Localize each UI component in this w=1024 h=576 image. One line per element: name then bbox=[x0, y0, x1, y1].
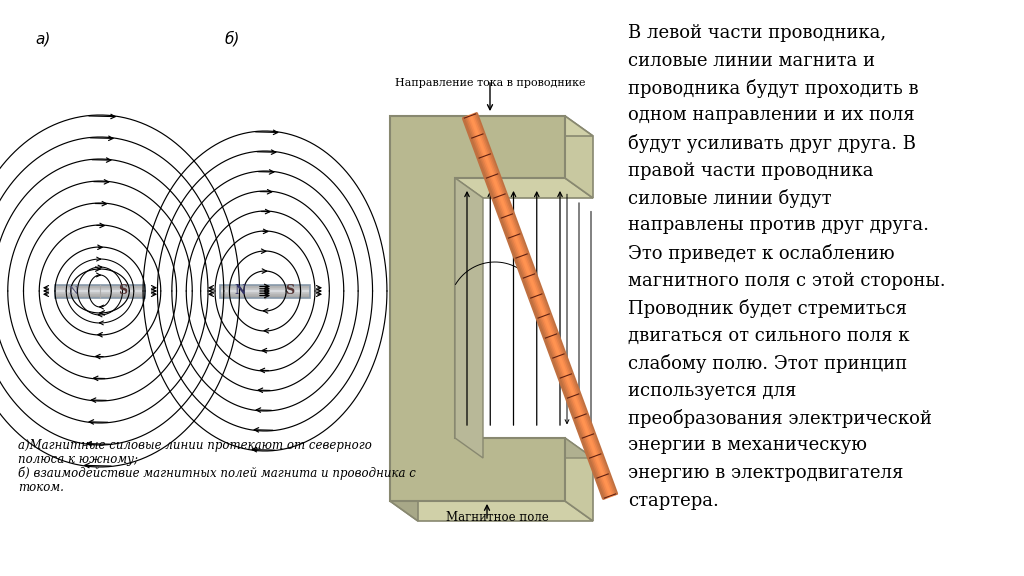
Text: силовые линии магнита и: силовые линии магнита и bbox=[628, 51, 874, 70]
Text: проводника будут проходить в: проводника будут проходить в bbox=[628, 79, 919, 98]
Text: будут усиливать друг друга. В: будут усиливать друг друга. В bbox=[628, 134, 916, 153]
Text: а): а) bbox=[35, 31, 50, 46]
Text: В левой части проводника,: В левой части проводника, bbox=[628, 24, 886, 42]
Polygon shape bbox=[455, 438, 593, 458]
Bar bbox=[55, 285, 145, 297]
Polygon shape bbox=[565, 438, 593, 521]
Text: Проводник будет стремиться: Проводник будет стремиться bbox=[628, 299, 907, 318]
Polygon shape bbox=[390, 116, 593, 136]
Text: энергию в электродвигателя: энергию в электродвигателя bbox=[628, 464, 903, 482]
Text: энергии в механическую: энергии в механическую bbox=[628, 437, 867, 454]
Text: S: S bbox=[286, 285, 294, 297]
Text: б) взаимодействие магнитных полей магнита и проводника с: б) взаимодействие магнитных полей магнит… bbox=[18, 467, 416, 480]
Text: используется для: используется для bbox=[628, 381, 797, 400]
Text: стартера.: стартера. bbox=[628, 491, 719, 510]
Text: током.: током. bbox=[18, 481, 63, 494]
Bar bbox=[220, 285, 310, 297]
Text: двигаться от сильного поля к: двигаться от сильного поля к bbox=[628, 327, 909, 344]
Text: направлены против друг друга.: направлены против друг друга. bbox=[628, 217, 929, 234]
Text: Направление тока в проводнике: Направление тока в проводнике bbox=[394, 78, 586, 88]
Text: Магнитное поле: Магнитное поле bbox=[445, 511, 549, 524]
Polygon shape bbox=[455, 178, 483, 458]
Text: полюса к южному;: полюса к южному; bbox=[18, 453, 138, 466]
Polygon shape bbox=[455, 178, 593, 198]
Polygon shape bbox=[565, 116, 593, 198]
Text: силовые линии будут: силовые линии будут bbox=[628, 189, 831, 208]
Text: одном направлении и их поля: одном направлении и их поля bbox=[628, 107, 914, 124]
Text: преобразования электрической: преобразования электрической bbox=[628, 409, 932, 428]
Text: Это приведет к ослаблению: Это приведет к ослаблению bbox=[628, 244, 895, 263]
Text: а)Магнитные силовые линии протекают от северного: а)Магнитные силовые линии протекают от с… bbox=[18, 439, 372, 452]
Polygon shape bbox=[390, 116, 418, 521]
Polygon shape bbox=[390, 116, 565, 501]
Text: слабому полю. Этот принцип: слабому полю. Этот принцип bbox=[628, 354, 907, 373]
Text: магнитного поля с этой стороны.: магнитного поля с этой стороны. bbox=[628, 271, 945, 290]
Text: N: N bbox=[234, 285, 246, 297]
Polygon shape bbox=[390, 501, 593, 521]
Text: правой части проводника: правой части проводника bbox=[628, 161, 873, 180]
Text: N: N bbox=[69, 286, 78, 296]
Text: б): б) bbox=[225, 31, 241, 47]
Text: S: S bbox=[118, 285, 127, 297]
